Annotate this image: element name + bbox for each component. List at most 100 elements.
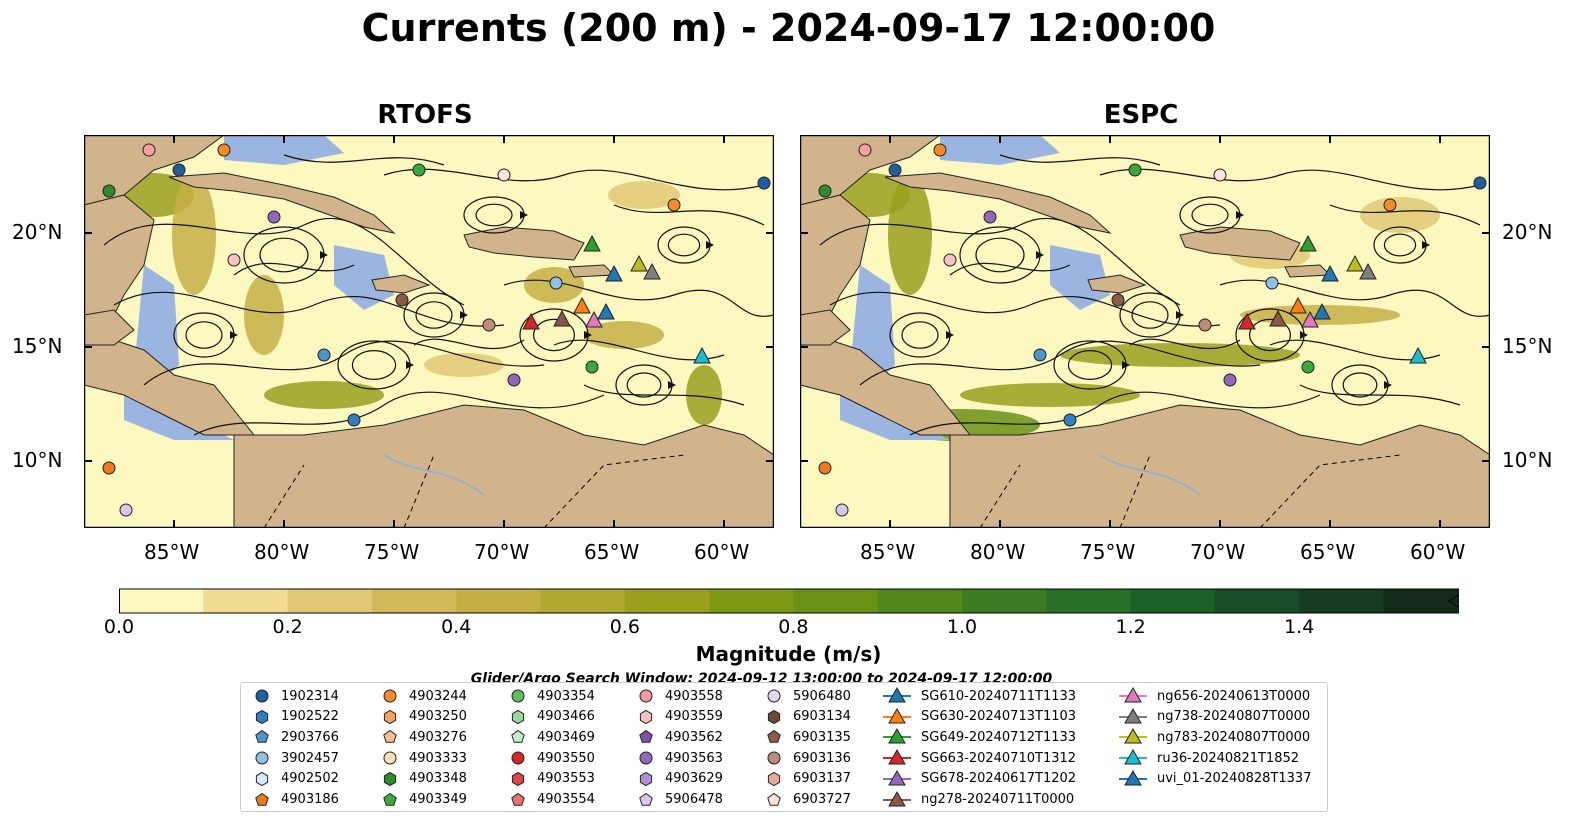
colorbar-segment xyxy=(203,589,289,613)
argo-float-marker[interactable] xyxy=(835,503,849,517)
lon-tick-label: 75°W xyxy=(1080,540,1136,564)
legend-item: 6903136 xyxy=(763,748,851,768)
glider-marker[interactable] xyxy=(1321,264,1339,282)
colorbar-segment xyxy=(1299,589,1384,613)
legend-item-label: 6903135 xyxy=(793,729,851,745)
argo-float-marker[interactable] xyxy=(818,461,832,475)
current-streamline xyxy=(909,391,1321,436)
glider-marker[interactable] xyxy=(1409,346,1427,364)
pentagon-marker-icon xyxy=(767,730,781,744)
argo-float-marker[interactable] xyxy=(119,503,133,517)
glider-marker[interactable] xyxy=(522,312,540,330)
map-panel-espc[interactable] xyxy=(800,135,1490,528)
argo-float-marker[interactable] xyxy=(1198,318,1212,332)
argo-float-marker[interactable] xyxy=(507,373,521,387)
colorbar-segment xyxy=(287,589,373,613)
legend-item-label: 6903134 xyxy=(793,709,851,725)
argo-float-marker[interactable] xyxy=(983,210,997,224)
argo-float-marker[interactable] xyxy=(888,163,902,177)
country-border xyxy=(979,454,1401,528)
argo-float-marker[interactable] xyxy=(585,360,599,374)
argo-float-marker[interactable] xyxy=(217,143,231,157)
argo-float-marker[interactable] xyxy=(943,253,957,267)
legend-item-label: ng656-20240613T0000 xyxy=(1157,688,1311,704)
colorbar-segment xyxy=(1383,589,1469,613)
glider-marker[interactable] xyxy=(1289,296,1307,314)
argo-float-marker[interactable] xyxy=(102,461,116,475)
glider-marker[interactable] xyxy=(630,254,648,272)
land-mass xyxy=(371,274,431,294)
map-panel-rtofs[interactable] xyxy=(84,135,774,528)
argo-float-marker[interactable] xyxy=(933,143,947,157)
argo-float-marker[interactable] xyxy=(347,413,361,427)
legend-item-label: SG649-20240712T1133 xyxy=(921,729,1077,745)
argo-float-marker[interactable] xyxy=(1473,176,1487,190)
glider-marker[interactable] xyxy=(605,264,623,282)
legend-item-label: 2903766 xyxy=(281,729,339,745)
glider-marker[interactable] xyxy=(1346,254,1364,272)
shelf-region xyxy=(224,135,344,165)
glider-marker[interactable] xyxy=(643,262,661,280)
argo-float-marker[interactable] xyxy=(1033,348,1047,362)
glider-marker[interactable] xyxy=(693,346,711,364)
argo-float-marker[interactable] xyxy=(267,210,281,224)
argo-float-marker[interactable] xyxy=(142,143,156,157)
legend-item: SG678-20240617T1202 xyxy=(881,769,1076,789)
argo-float-marker[interactable] xyxy=(317,348,331,362)
glider-marker[interactable] xyxy=(597,302,615,320)
circle-marker-icon xyxy=(511,689,525,703)
argo-float-marker[interactable] xyxy=(1128,163,1142,177)
argo-float-marker[interactable] xyxy=(1111,293,1125,307)
triangle-marker-icon xyxy=(883,707,911,724)
triangle-marker-icon xyxy=(1119,769,1147,786)
argo-float-marker[interactable] xyxy=(858,143,872,157)
glider-marker[interactable] xyxy=(1359,262,1377,280)
argo-float-marker[interactable] xyxy=(1265,276,1279,290)
land-mass xyxy=(884,172,1112,234)
land-mass xyxy=(1179,226,1301,261)
legend-item: 6903135 xyxy=(763,727,851,747)
argo-float-marker[interactable] xyxy=(757,176,771,190)
pentagon-marker-icon xyxy=(383,792,397,806)
legend-item-label: uvi_01-20240828T1337 xyxy=(1157,771,1312,787)
legend-item-label: SG610-20240711T1133 xyxy=(921,688,1077,704)
land-mass xyxy=(800,309,851,346)
argo-float-marker[interactable] xyxy=(1301,360,1315,374)
current-streamline xyxy=(999,154,1161,166)
glider-marker[interactable] xyxy=(583,234,601,252)
argo-float-marker[interactable] xyxy=(1063,413,1077,427)
legend: 1902314 1902522 2903766 3902457 4902502 49031… xyxy=(240,682,1328,812)
lon-tick-label: 80°W xyxy=(254,540,310,564)
flow-arrow xyxy=(668,381,676,389)
current-streamline xyxy=(613,204,765,226)
argo-float-marker[interactable] xyxy=(102,184,116,198)
glider-marker[interactable] xyxy=(573,296,591,314)
glider-marker[interactable] xyxy=(553,309,571,327)
argo-float-marker[interactable] xyxy=(412,163,426,177)
argo-float-marker[interactable] xyxy=(1213,168,1227,182)
argo-float-marker[interactable] xyxy=(172,163,186,177)
argo-float-marker[interactable] xyxy=(227,253,241,267)
argo-float-marker[interactable] xyxy=(395,293,409,307)
argo-float-marker[interactable] xyxy=(1223,373,1237,387)
lon-tick-label: 70°W xyxy=(474,540,530,564)
hexagon-marker-icon xyxy=(383,709,397,724)
glider-marker[interactable] xyxy=(1238,312,1256,330)
argo-float-marker[interactable] xyxy=(549,276,563,290)
argo-float-marker[interactable] xyxy=(497,168,511,182)
eddy-streamline xyxy=(259,237,309,273)
legend-item: 6903137 xyxy=(763,769,851,789)
land-mass xyxy=(84,309,135,346)
lon-tick-label: 65°W xyxy=(1300,540,1356,564)
glider-marker[interactable] xyxy=(1269,309,1287,327)
eddy-streamline xyxy=(351,350,397,381)
glider-marker[interactable] xyxy=(1299,234,1317,252)
colorbar-segment xyxy=(877,589,963,613)
legend-item: 4903333 xyxy=(379,748,467,768)
argo-float-marker[interactable] xyxy=(482,318,496,332)
glider-marker[interactable] xyxy=(1313,302,1331,320)
legend-item: 4903244 xyxy=(379,686,467,706)
argo-float-marker[interactable] xyxy=(1383,198,1397,212)
argo-float-marker[interactable] xyxy=(667,198,681,212)
argo-float-marker[interactable] xyxy=(818,184,832,198)
